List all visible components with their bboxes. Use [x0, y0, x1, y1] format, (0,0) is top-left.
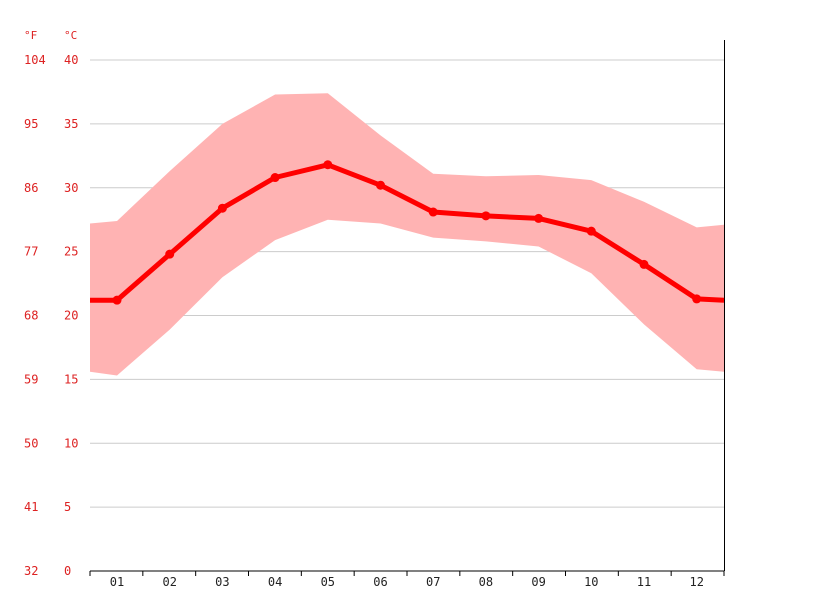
month-label: 11 — [637, 575, 651, 589]
fahrenheit-tick-label: 59 — [24, 372, 38, 386]
month-label: 07 — [426, 575, 440, 589]
month-label: 03 — [215, 575, 229, 589]
mean-point — [165, 249, 175, 259]
celsius-tick-label: 0 — [64, 564, 71, 578]
fahrenheit-tick-label: 86 — [24, 181, 38, 195]
range-band-area — [90, 93, 724, 376]
mean-point — [692, 294, 702, 304]
celsius-tick-label: 15 — [64, 372, 78, 386]
celsius-tick-label: 10 — [64, 436, 78, 450]
axes — [89, 40, 725, 576]
temperature-range-band — [90, 93, 724, 376]
celsius-tick-label: 40 — [64, 53, 78, 67]
month-label: 10 — [584, 575, 598, 589]
mean-point — [481, 211, 491, 221]
axis-labels: °F °C 32 0 41 5 50 10 59 15 68 20 77 25 86 30 95 35 104 4… — [24, 29, 704, 589]
celsius-tick-label: 5 — [64, 500, 71, 514]
mean-temperature-line — [90, 162, 725, 303]
mean-point — [217, 203, 227, 213]
mean-point — [376, 180, 385, 190]
month-label: 09 — [531, 575, 545, 589]
mean-point — [534, 213, 544, 223]
month-label: 12 — [689, 575, 703, 589]
mean-temperature-points — [112, 160, 702, 305]
fahrenheit-tick-label: 95 — [24, 117, 38, 131]
fahrenheit-tick-label: 32 — [24, 564, 38, 578]
month-label: 04 — [268, 575, 282, 589]
celsius-unit-label: °C — [64, 29, 77, 42]
celsius-tick-label: 25 — [64, 245, 78, 259]
fahrenheit-tick-label: 104 — [24, 53, 46, 67]
month-label: 01 — [110, 575, 124, 589]
fahrenheit-unit-label: °F — [24, 29, 37, 42]
fahrenheit-tick-label: 41 — [24, 500, 38, 514]
mean-point — [323, 160, 333, 170]
month-label: 08 — [479, 575, 493, 589]
mean-point — [270, 173, 280, 183]
month-label: 06 — [373, 575, 387, 589]
fahrenheit-tick-label: 77 — [24, 245, 38, 259]
month-label: 02 — [162, 575, 176, 589]
mean-line — [90, 162, 725, 303]
mean-point — [586, 226, 596, 236]
fahrenheit-tick-label: 68 — [24, 309, 38, 323]
mean-point — [428, 207, 438, 217]
fahrenheit-tick-label: 50 — [24, 436, 38, 450]
mean-point — [639, 259, 649, 269]
celsius-tick-label: 20 — [64, 309, 78, 323]
celsius-tick-label: 30 — [64, 181, 78, 195]
month-label: 05 — [321, 575, 335, 589]
mean-point — [112, 295, 122, 305]
celsius-tick-label: 35 — [64, 117, 78, 131]
